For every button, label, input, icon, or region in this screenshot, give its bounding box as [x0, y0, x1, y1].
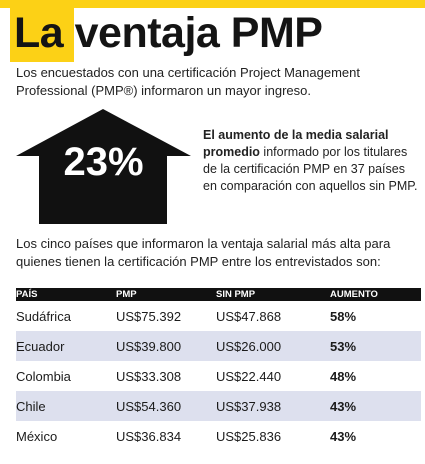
table-row: Ecuador US$39.800 US$26.000 53% — [16, 331, 421, 361]
increase-cell: 43% — [330, 428, 357, 444]
table-row: México US$36.834 US$25.836 43% — [16, 421, 421, 451]
table-row: Sudáfrica US$75.392 US$47.868 58% — [16, 301, 421, 331]
table-row: Chile US$54.360 US$37.938 43% — [16, 391, 421, 421]
increase-cell: 43% — [330, 398, 357, 414]
salary-increase-description: El aumento de la media salarial promedio… — [203, 127, 418, 195]
salary-increase-lead: El aumento de la media salarial promedio — [203, 128, 389, 159]
no-pmp-salary-cell: US$25.836 — [216, 428, 282, 444]
increase-cell: 53% — [330, 338, 357, 354]
pmp-salary-cell: US$39.800 — [116, 338, 182, 354]
no-pmp-salary-cell: US$22.440 — [216, 368, 282, 384]
header-pmp: PMP — [116, 289, 137, 300]
table-header: PAÍS PMP SIN PMP AUMENTO — [16, 288, 421, 301]
countries-intro-text: Los cinco países que informaron la venta… — [16, 236, 391, 269]
header-country: PAÍS — [16, 289, 38, 300]
up-arrow-icon — [16, 109, 191, 224]
pmp-salary-cell: US$54.360 — [116, 398, 182, 414]
no-pmp-salary-cell: US$47.868 — [216, 308, 282, 324]
country-cell: Sudáfrica — [16, 308, 71, 324]
pmp-salary-cell: US$36.834 — [116, 428, 182, 444]
salary-table: PAÍS PMP SIN PMP AUMENTO Sudáfrica US$75… — [16, 288, 421, 451]
pmp-salary-cell: US$33.308 — [116, 368, 182, 384]
intro-text: Los encuestados con una certificación Pr… — [16, 65, 360, 98]
country-cell: Colombia — [16, 368, 71, 384]
country-cell: Chile — [16, 398, 46, 414]
yellow-accent-bar — [0, 0, 425, 8]
page-title: La ventaja PMP — [14, 9, 323, 57]
yellow-accent-block — [10, 8, 74, 62]
salary-increase-detail: informado por los titulares de la certif… — [203, 145, 418, 193]
country-cell: México — [16, 428, 58, 444]
no-pmp-salary-cell: US$26.000 — [216, 338, 282, 354]
increase-cell: 48% — [330, 368, 357, 384]
pmp-salary-cell: US$75.392 — [116, 308, 182, 324]
increase-cell: 58% — [330, 308, 357, 324]
country-cell: Ecuador — [16, 338, 65, 354]
no-pmp-salary-cell: US$37.938 — [216, 398, 282, 414]
header-no-pmp: SIN PMP — [216, 289, 256, 300]
table-row: Colombia US$33.308 US$22.440 48% — [16, 361, 421, 391]
header-increase: AUMENTO — [330, 289, 378, 300]
salary-increase-percent: 23% — [63, 140, 144, 184]
